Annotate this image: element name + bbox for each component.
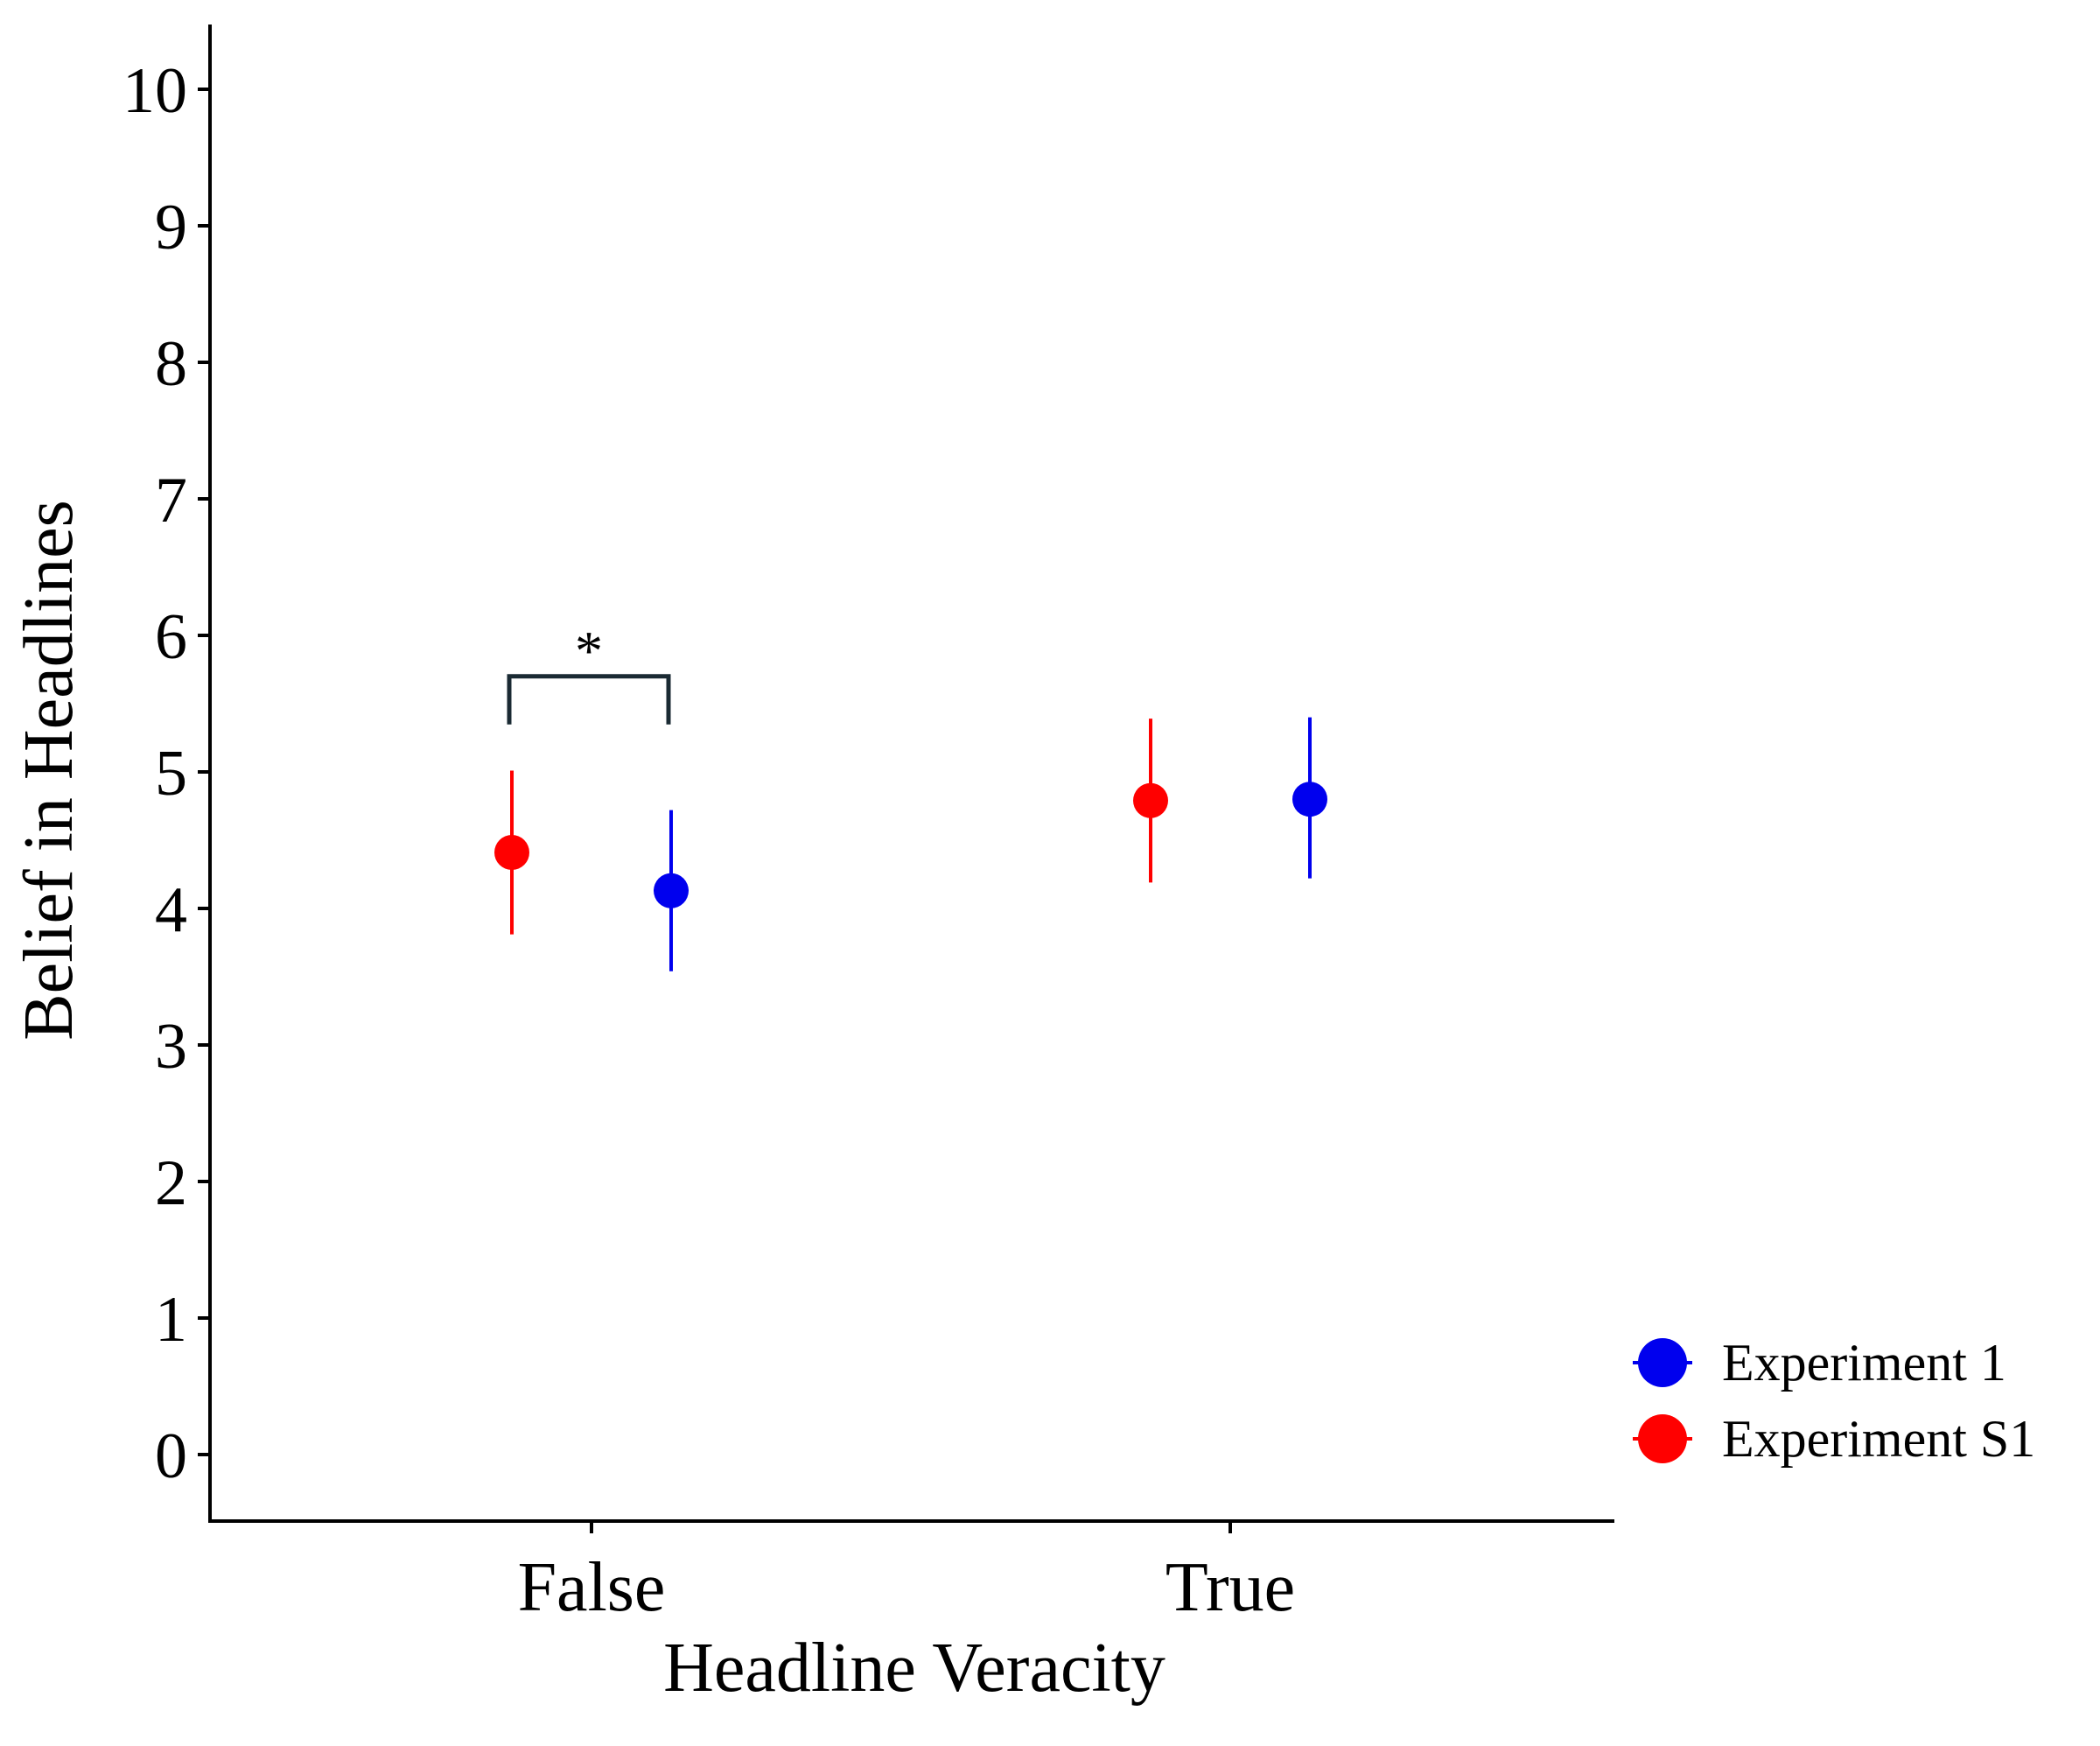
y-axis-ticks: 0 1 2 3 4 5 6 7 8 9 10 bbox=[122, 55, 210, 1492]
y-tick-label: 6 bbox=[155, 601, 187, 673]
legend-item-experiment-1: Experiment 1 bbox=[1633, 1334, 2006, 1392]
y-tick-label: 7 bbox=[155, 465, 187, 536]
y-tick-label: 5 bbox=[155, 738, 187, 810]
x-tick-label-true: True bbox=[1166, 1549, 1295, 1626]
y-tick-label: 9 bbox=[155, 192, 187, 263]
y-tick-label: 1 bbox=[155, 1284, 187, 1356]
x-tick-label-false: False bbox=[518, 1549, 666, 1626]
y-tick-label: 8 bbox=[155, 328, 187, 400]
y-tick-label: 0 bbox=[155, 1420, 187, 1492]
legend-label: Experiment 1 bbox=[1722, 1334, 2006, 1392]
point-experiment-s1-true bbox=[1133, 782, 1168, 818]
point-experiment-s1-false bbox=[494, 835, 529, 871]
y-tick-label: 4 bbox=[155, 874, 187, 946]
significance-bracket bbox=[507, 674, 671, 725]
y-tick-label: 3 bbox=[155, 1011, 187, 1083]
x-axis-ticks: False True bbox=[518, 1521, 1295, 1626]
x-axis-title: Headline Veracity bbox=[663, 1630, 1166, 1707]
legend-key-marker bbox=[1638, 1414, 1687, 1463]
legend-item-experiment-s1: Experiment S1 bbox=[1633, 1410, 2035, 1468]
significance-star: * bbox=[575, 620, 603, 682]
y-axis-title: Belief in Headlines bbox=[10, 500, 88, 1041]
legend-key-marker bbox=[1638, 1338, 1687, 1387]
axes bbox=[208, 25, 1614, 1523]
data-marks bbox=[494, 717, 1327, 971]
legend: Experiment 1 Experiment S1 bbox=[1633, 1334, 2035, 1468]
y-tick-label: 10 bbox=[122, 55, 187, 127]
point-experiment-1-true bbox=[1292, 782, 1327, 817]
legend-label: Experiment S1 bbox=[1722, 1410, 2035, 1468]
y-tick-label: 2 bbox=[155, 1147, 187, 1219]
point-experiment-1-false bbox=[654, 873, 689, 908]
annotations: * bbox=[507, 620, 671, 725]
